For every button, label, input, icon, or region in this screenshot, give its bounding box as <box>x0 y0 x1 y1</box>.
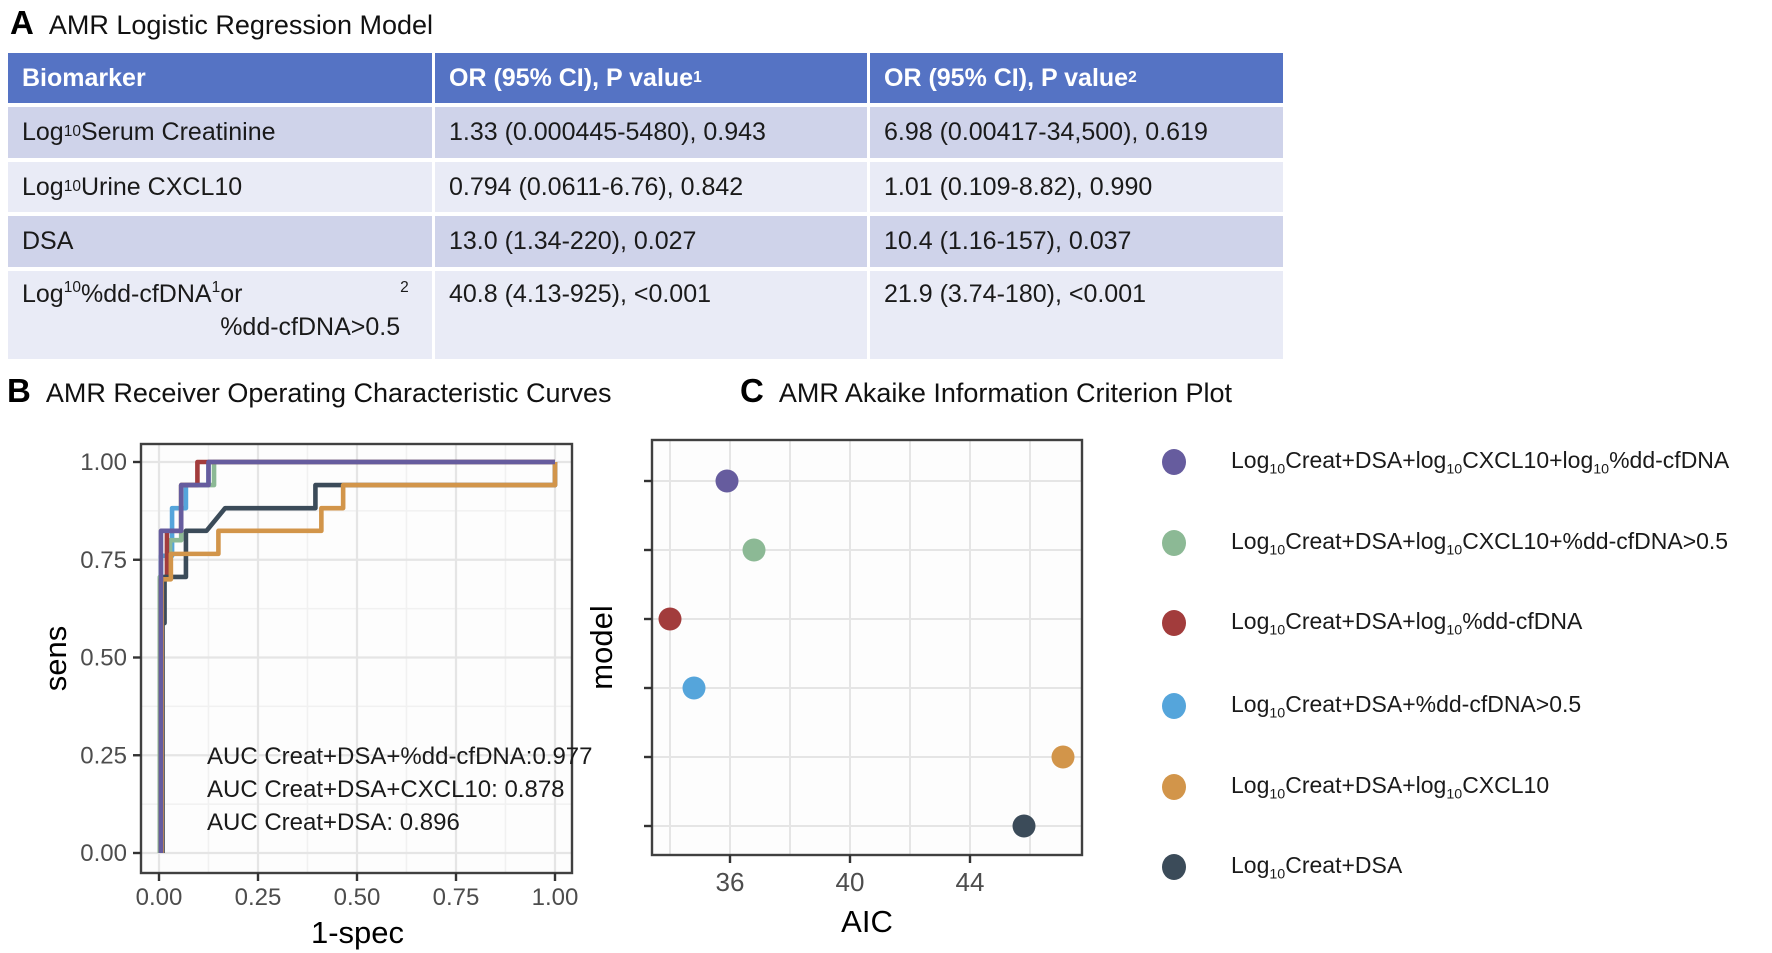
legend-dot-orange <box>1162 774 1186 800</box>
panel-c-title-text: AMR Akaike Information Criterion Plot <box>778 378 1233 408</box>
legend-dot-red <box>1162 610 1186 636</box>
aic-ticks <box>644 479 972 863</box>
roc-plot: 0.00 0.25 0.50 0.75 1.00 0.00 0.25 0.50 0.75 1.00… <box>40 442 593 950</box>
panel-a-letter: A <box>10 4 34 41</box>
svg-text:0.25: 0.25 <box>80 742 127 769</box>
svg-text:0.75: 0.75 <box>80 547 127 574</box>
table-cell: 40.8 (4.13-925), <0.001 <box>435 271 870 359</box>
aic-y-axis-label: model <box>585 605 619 689</box>
svg-text:0.50: 0.50 <box>334 884 381 911</box>
roc-gridlines <box>141 444 572 873</box>
svg-text:AUC Creat+DSA+%dd-cfDNA:0.977: AUC Creat+DSA+%dd-cfDNA:0.977 <box>207 743 593 770</box>
legend-label: Log10Creat+DSA <box>1231 851 1403 883</box>
svg-text:AUC Creat+DSA+CXCL10: 0.878: AUC Creat+DSA+CXCL10: 0.878 <box>207 776 565 803</box>
svg-text:0.25: 0.25 <box>235 884 282 911</box>
panel-b-title-text: AMR Receiver Operating Characteristic Cu… <box>45 378 612 408</box>
svg-text:40: 40 <box>836 867 865 897</box>
legend-label: Log10Creat+DSA+log10CXCL10 <box>1231 771 1550 803</box>
table-header-biomarker: Biomarker <box>8 53 435 103</box>
panel-b-title: B AMR Receiver Operating Characteristic … <box>7 372 612 410</box>
logistic-regression-table: Biomarker OR (95% CI), P value 1 OR (95% … <box>8 53 1283 359</box>
legend-dot-navy <box>1162 854 1186 880</box>
table-cell: 1.01 (0.109-8.82), 0.990 <box>870 162 1283 212</box>
legend-dot-blue <box>1162 693 1186 719</box>
legend-label: Log10Creat+DSA+log10%dd-cfDNA <box>1231 607 1583 639</box>
panel-b-letter: B <box>7 372 31 409</box>
table-row: DSA 13.0 (1.34-220), 0.027 10.4 (1.16-15… <box>8 216 1283 267</box>
svg-text:AUC Creat+DSA: 0.896: AUC Creat+DSA: 0.896 <box>207 809 460 836</box>
table-cell: 10.4 (1.16-157), 0.037 <box>870 216 1283 267</box>
legend-label: Log10Creat+DSA+log10CXCL10+%dd-cfDNA>0.5 <box>1231 527 1729 559</box>
roc-auc-annotations: AUC Creat+DSA+%dd-cfDNA:0.977 AUC Creat+D… <box>207 743 593 836</box>
svg-text:36: 36 <box>716 867 745 897</box>
aic-point <box>1012 814 1036 838</box>
legend-label: Log10Creat+DSA+%dd-cfDNA>0.5 <box>1231 690 1582 722</box>
aic-point <box>742 538 766 562</box>
table-row: Log 10 Serum Creatinine 1.33 (0.000445-54… <box>8 107 1283 158</box>
table-cell: 0.794 (0.0611-6.76), 0.842 <box>435 162 870 212</box>
aic-gridlines <box>652 440 1082 855</box>
table-cell: DSA <box>8 216 435 267</box>
aic-panel-border <box>650 438 1084 857</box>
panel-c-letter: C <box>740 372 764 409</box>
legend-label: Log10Creat+DSA+log10CXCL10+log10%dd-cfDN… <box>1231 446 1730 478</box>
table-header-or1: OR (95% CI), P value 1 <box>435 53 870 103</box>
table-cell: Log 10 Urine CXCL10 <box>8 162 435 212</box>
roc-curve <box>158 459 555 853</box>
aic-point <box>715 469 739 493</box>
roc-x-tick-labels: 0.00 0.25 0.50 0.75 1.00 <box>136 884 579 911</box>
aic-point <box>1051 745 1075 769</box>
legend-item: Log10Creat+DSA+log10%dd-cfDNA <box>1162 608 1582 638</box>
panel-a-title-text: AMR Logistic Regression Model <box>48 10 434 40</box>
table-cell: Log 10 Serum Creatinine <box>8 107 435 158</box>
legend-item: Log10Creat+DSA+log10CXCL10+log10%dd-cfDN… <box>1162 447 1729 477</box>
aic-x-axis-label: AIC <box>841 904 893 939</box>
legend-item: Log10Creat+DSA+log10CXCL10 <box>1162 772 1549 802</box>
legend-item: Log10Creat+DSA <box>1162 852 1402 882</box>
roc-y-axis-label: sens <box>40 626 73 691</box>
roc-x-axis-label: 1-spec <box>311 915 404 950</box>
roc-y-tick-labels: 0.00 0.25 0.50 0.75 1.00 <box>80 449 127 867</box>
svg-text:0.00: 0.00 <box>80 840 127 867</box>
table-cell: 6.98 (0.00417-34,500), 0.619 <box>870 107 1283 158</box>
roc-curves <box>157 459 558 853</box>
svg-text:0.75: 0.75 <box>433 884 480 911</box>
table-cell: 13.0 (1.34-220), 0.027 <box>435 216 870 267</box>
panel-a-title: A AMR Logistic Regression Model <box>10 4 433 42</box>
aic-plot: 36 40 44 AIC model <box>585 438 1084 939</box>
legend-dot-purple <box>1162 449 1186 475</box>
legend-item: Log10Creat+DSA+log10CXCL10+%dd-cfDNA>0.5 <box>1162 528 1728 558</box>
svg-text:0.50: 0.50 <box>80 645 127 672</box>
aic-point <box>682 676 706 700</box>
legend-dot-green <box>1162 530 1186 556</box>
svg-text:44: 44 <box>956 867 985 897</box>
svg-text:1.00: 1.00 <box>80 449 127 476</box>
table-cell: Log 10 %dd-cfDNA 1 or %dd-cfDNA>0.5 2 <box>8 271 435 359</box>
roc-ticks <box>133 460 557 881</box>
table-row: Log 10 %dd-cfDNA 1 or %dd-cfDNA>0.5 2 40.8 (… <box>8 271 1283 359</box>
svg-text:1.00: 1.00 <box>532 884 579 911</box>
table-cell: 21.9 (3.74-180), <0.001 <box>870 271 1283 359</box>
svg-text:0.00: 0.00 <box>136 884 183 911</box>
table-row: Log 10 Urine CXCL10 0.794 (0.0611-6.76), … <box>8 162 1283 212</box>
table-cell: 1.33 (0.000445-5480), 0.943 <box>435 107 870 158</box>
aic-point <box>658 607 682 631</box>
table-header-or2: OR (95% CI), P value 2 <box>870 53 1283 103</box>
panel-c-title: C AMR Akaike Information Criterion Plot <box>740 372 1232 410</box>
legend-item: Log10Creat+DSA+%dd-cfDNA>0.5 <box>1162 691 1581 721</box>
table-header-row: Biomarker OR (95% CI), P value 1 OR (95% … <box>8 53 1283 103</box>
roc-curve <box>159 462 558 853</box>
aic-x-tick-labels: 36 40 44 <box>716 867 985 897</box>
